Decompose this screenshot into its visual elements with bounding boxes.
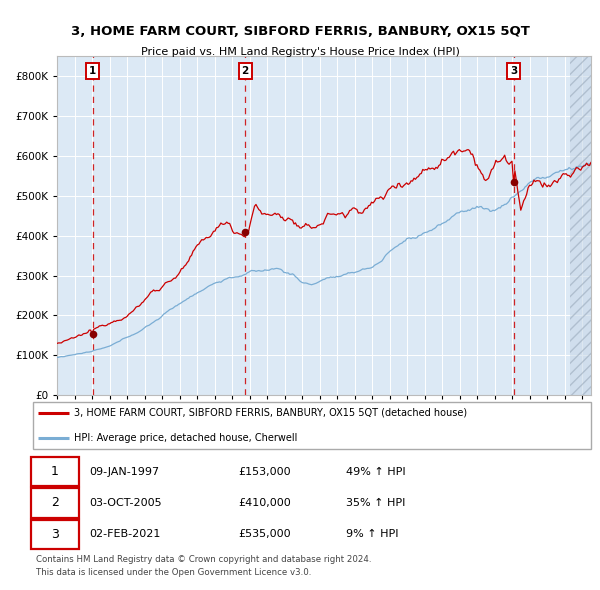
FancyBboxPatch shape	[31, 520, 79, 549]
Text: 49% ↑ HPI: 49% ↑ HPI	[346, 467, 406, 477]
Text: Contains HM Land Registry data © Crown copyright and database right 2024.
This d: Contains HM Land Registry data © Crown c…	[35, 555, 371, 576]
Text: 3, HOME FARM COURT, SIBFORD FERRIS, BANBURY, OX15 5QT (detached house): 3, HOME FARM COURT, SIBFORD FERRIS, BANB…	[74, 408, 467, 418]
Text: 2: 2	[51, 496, 59, 510]
Text: 02-FEB-2021: 02-FEB-2021	[89, 529, 161, 539]
FancyBboxPatch shape	[31, 489, 79, 517]
Text: 3: 3	[51, 527, 59, 540]
Text: £410,000: £410,000	[239, 498, 292, 508]
Text: 09-JAN-1997: 09-JAN-1997	[89, 467, 160, 477]
Bar	[570, 56, 591, 395]
Text: £153,000: £153,000	[239, 467, 292, 477]
Text: 35% ↑ HPI: 35% ↑ HPI	[346, 498, 405, 508]
Text: 3, HOME FARM COURT, SIBFORD FERRIS, BANBURY, OX15 5QT: 3, HOME FARM COURT, SIBFORD FERRIS, BANB…	[71, 25, 529, 38]
Text: Price paid vs. HM Land Registry's House Price Index (HPI): Price paid vs. HM Land Registry's House …	[140, 47, 460, 57]
Text: 1: 1	[51, 466, 59, 478]
FancyBboxPatch shape	[33, 402, 591, 449]
Text: 9% ↑ HPI: 9% ↑ HPI	[346, 529, 398, 539]
Text: 03-OCT-2005: 03-OCT-2005	[89, 498, 162, 508]
Text: 1: 1	[89, 66, 96, 76]
Text: 2: 2	[242, 66, 249, 76]
Text: £535,000: £535,000	[239, 529, 292, 539]
Text: HPI: Average price, detached house, Cherwell: HPI: Average price, detached house, Cher…	[74, 433, 298, 443]
Text: 3: 3	[510, 66, 517, 76]
FancyBboxPatch shape	[31, 457, 79, 486]
